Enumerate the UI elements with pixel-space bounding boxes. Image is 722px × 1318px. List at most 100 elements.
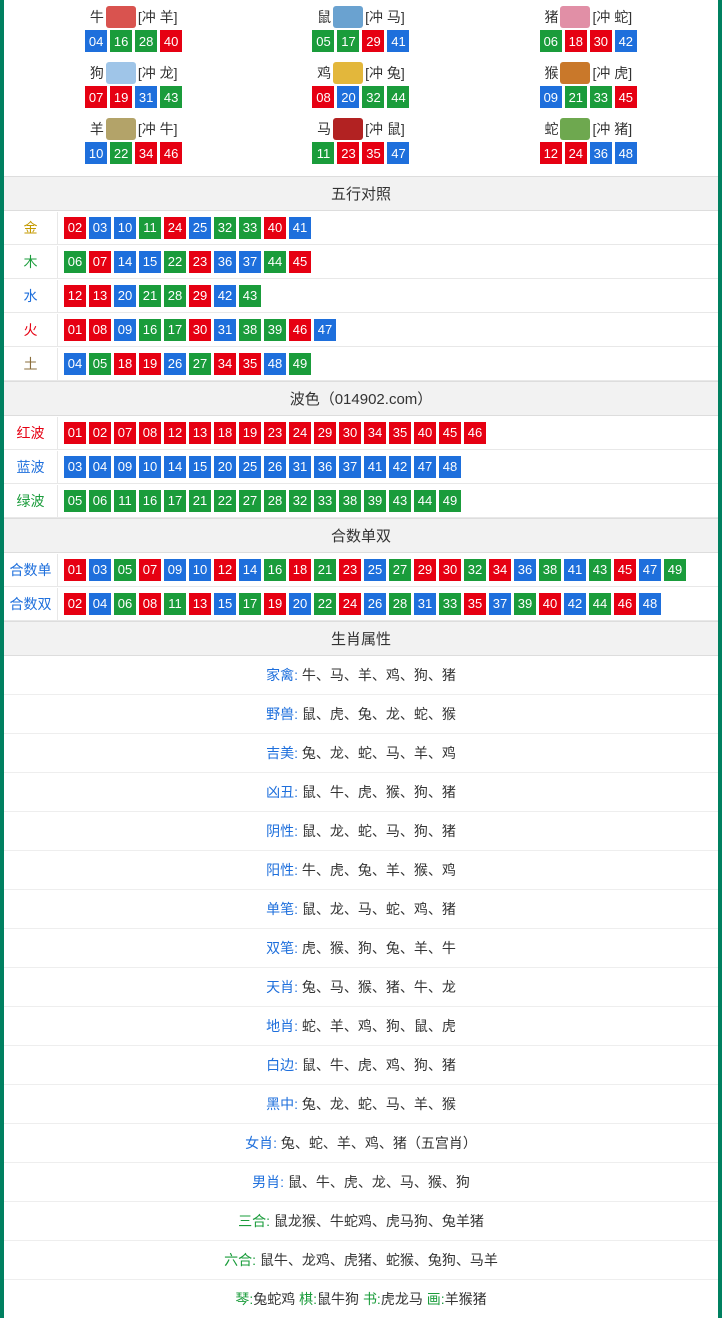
number-ball: 26: [264, 456, 286, 478]
number-ball: 43: [589, 559, 611, 581]
number-ball: 19: [110, 86, 132, 108]
number-ball: 42: [564, 593, 586, 615]
number-ball: 14: [164, 456, 186, 478]
section-header-wuxing: 五行对照: [4, 176, 718, 211]
zodiac-balls: 08203244: [251, 86, 470, 108]
attr-row: 吉美: 兔、龙、蛇、马、羊、鸡: [4, 734, 718, 773]
attr-row: 女肖: 兔、蛇、羊、鸡、猪（五宫肖）: [4, 1124, 718, 1163]
zodiac-name: 狗: [90, 63, 104, 83]
zodiac-cell: 猴[冲 虎]09213345: [479, 60, 698, 112]
zodiac-header: 鼠[冲 马]: [251, 6, 470, 28]
zodiac-icon: [106, 118, 136, 140]
number-ball: 26: [364, 593, 386, 615]
zodiac-balls: 09213345: [479, 86, 698, 108]
number-ball: 36: [314, 456, 336, 478]
row-balls: 05061116172122272832333839434449: [58, 485, 467, 517]
number-ball: 44: [414, 490, 436, 512]
number-ball: 13: [189, 422, 211, 444]
number-ball: 18: [289, 559, 311, 581]
number-ball: 12: [540, 142, 562, 164]
number-ball: 36: [590, 142, 612, 164]
number-ball: 01: [64, 319, 86, 341]
attr-label: 双笔:: [266, 940, 302, 956]
number-ball: 43: [389, 490, 411, 512]
footer-qqsh: 琴:兔蛇鸡 棋:鼠牛狗 书:虎龙马 画:羊猴猪: [4, 1280, 718, 1318]
number-ball: 24: [565, 142, 587, 164]
number-ball: 17: [239, 593, 261, 615]
zodiac-clash: [冲 猪]: [592, 119, 632, 139]
attr-label: 野兽:: [266, 706, 302, 722]
zodiac-balls: 12243648: [479, 142, 698, 164]
number-ball: 06: [114, 593, 136, 615]
zodiac-clash: [冲 马]: [365, 7, 405, 27]
number-ball: 02: [64, 217, 86, 239]
number-ball: 22: [214, 490, 236, 512]
zodiac-icon: [560, 118, 590, 140]
number-ball: 41: [364, 456, 386, 478]
number-ball: 05: [89, 353, 111, 375]
number-ball: 46: [160, 142, 182, 164]
zodiac-cell: 马[冲 鼠]11233547: [251, 116, 470, 168]
attr-row: 单笔: 鼠、龙、马、蛇、鸡、猪: [4, 890, 718, 929]
attr-label: 六合:: [224, 1252, 260, 1268]
footer-label: 棋:: [299, 1291, 317, 1307]
number-ball: 19: [139, 353, 161, 375]
attr-value: 鼠龙猴、牛蛇鸡、虎马狗、兔羊猪: [274, 1213, 484, 1229]
data-row: 绿波05061116172122272832333839434449: [4, 484, 718, 518]
number-ball: 10: [85, 142, 107, 164]
heshu-table: 合数单0103050709101214161821232527293032343…: [4, 553, 718, 621]
number-ball: 47: [639, 559, 661, 581]
row-label: 木: [4, 246, 58, 278]
number-ball: 30: [590, 30, 612, 52]
row-label: 火: [4, 314, 58, 346]
number-ball: 18: [214, 422, 236, 444]
number-ball: 42: [389, 456, 411, 478]
number-ball: 36: [514, 559, 536, 581]
attr-row: 白边: 鼠、牛、虎、鸡、狗、猪: [4, 1046, 718, 1085]
number-ball: 34: [364, 422, 386, 444]
attr-value: 鼠、龙、蛇、马、狗、猪: [302, 823, 456, 839]
attr-row: 三合: 鼠龙猴、牛蛇鸡、虎马狗、兔羊猪: [4, 1202, 718, 1241]
number-ball: 30: [189, 319, 211, 341]
number-ball: 16: [110, 30, 132, 52]
data-row: 合数单0103050709101214161821232527293032343…: [4, 553, 718, 587]
number-ball: 29: [414, 559, 436, 581]
number-ball: 47: [314, 319, 336, 341]
footer-label: 书:: [363, 1291, 381, 1307]
number-ball: 08: [312, 86, 334, 108]
attr-label: 女肖:: [245, 1135, 281, 1151]
number-ball: 29: [314, 422, 336, 444]
attr-label: 白边:: [266, 1057, 302, 1073]
number-ball: 37: [339, 456, 361, 478]
data-row: 火0108091617303138394647: [4, 313, 718, 347]
zodiac-header: 猴[冲 虎]: [479, 62, 698, 84]
number-ball: 31: [135, 86, 157, 108]
number-ball: 35: [389, 422, 411, 444]
wuxing-table: 金02031011242532334041木060714152223363744…: [4, 211, 718, 381]
number-ball: 08: [139, 593, 161, 615]
number-ball: 12: [64, 285, 86, 307]
number-ball: 38: [539, 559, 561, 581]
zodiac-clash: [冲 虎]: [592, 63, 632, 83]
attr-label: 家禽:: [266, 667, 302, 683]
number-ball: 09: [114, 456, 136, 478]
number-ball: 14: [114, 251, 136, 273]
number-ball: 24: [339, 593, 361, 615]
attr-row: 地肖: 蛇、羊、鸡、狗、鼠、虎: [4, 1007, 718, 1046]
zodiac-cell: 鸡[冲 兔]08203244: [251, 60, 470, 112]
attr-row: 黑中: 兔、龙、蛇、马、羊、猴: [4, 1085, 718, 1124]
number-ball: 35: [239, 353, 261, 375]
number-ball: 35: [362, 142, 384, 164]
number-ball: 27: [389, 559, 411, 581]
number-ball: 34: [135, 142, 157, 164]
number-ball: 33: [239, 217, 261, 239]
attr-row: 双笔: 虎、猴、狗、兔、羊、牛: [4, 929, 718, 968]
number-ball: 16: [139, 490, 161, 512]
attr-label: 地肖:: [266, 1018, 302, 1034]
number-ball: 15: [214, 593, 236, 615]
number-ball: 19: [239, 422, 261, 444]
row-label: 合数双: [4, 588, 58, 620]
number-ball: 24: [289, 422, 311, 444]
row-balls: 04051819262734354849: [58, 348, 317, 380]
attr-label: 阳性:: [266, 862, 302, 878]
